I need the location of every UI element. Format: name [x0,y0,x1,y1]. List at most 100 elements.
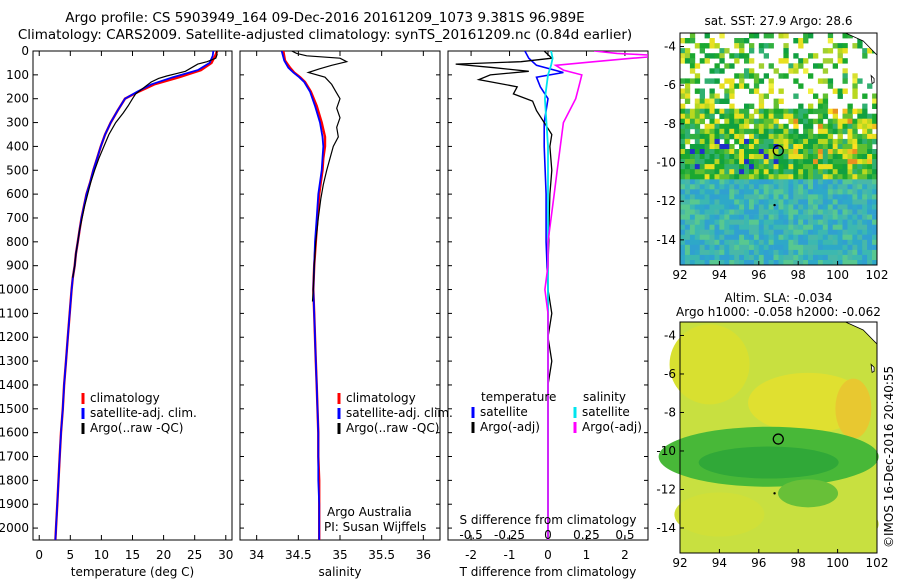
sst-cell [749,138,755,145]
sla-high-anomaly [835,378,872,439]
sst-cell [837,249,843,256]
sst-cell [857,219,863,225]
sst-cell [798,174,804,180]
sst-cell [689,68,696,74]
salinity-profile-xtick-label: 35 [332,548,347,562]
sst-cell [694,73,701,79]
sst-cell [847,199,853,205]
sst-cell [749,88,755,94]
sla-high-anomaly [669,324,750,405]
sst-cell [872,133,878,140]
sst-cell [749,43,755,49]
sst-cell [867,204,873,210]
sst-cell [852,154,858,160]
sst-cell [704,58,710,64]
sst-cell [719,149,725,155]
sst-cell [734,179,740,185]
sst-cell [699,249,705,256]
sst-cell [694,88,701,94]
sst-cell [822,164,829,170]
depth-tick-label: 1100 [0,306,29,320]
sst-cell [827,169,834,175]
sst-cell [827,254,834,261]
sst-cell [827,108,834,115]
sst-cell [763,43,769,49]
sst-cell [768,133,774,140]
sst-cell [768,138,774,145]
sst-cell [773,254,779,261]
sst-cell [867,48,873,54]
sst-cell [699,113,705,120]
sst-cell [832,254,838,261]
sst-cell [709,93,715,99]
sst-cell [768,63,774,69]
sla-map-subtitle: Argo h1000: -0.058 h2000: -0.062 [676,305,881,319]
sst-cell [773,164,779,170]
sst-cell [729,224,735,231]
sst-cell [837,149,843,155]
sst-cell [749,73,755,79]
sst-cell [689,159,696,165]
sst-cell [817,164,824,170]
sst-cell [709,138,715,145]
sst-cell [827,219,834,225]
sst-cell [817,108,824,115]
sst-cell [857,189,863,195]
sst-cell [724,179,730,185]
depth-tick-label: 400 [6,139,29,153]
sst-cell [867,118,873,125]
sst-cell [832,88,838,94]
sst-cell [837,43,843,49]
temperature-profile-xtick-label: 25 [187,548,202,562]
sst-cell [758,179,765,185]
sst-cell [763,179,769,185]
sst-cell [758,123,765,130]
sst-map-ytick-label: -10 [656,156,676,170]
sst-cell [729,113,735,120]
sst-cell [788,108,794,115]
sst-cell [803,169,809,175]
diff-s-tick-label: -0.5 [459,528,482,542]
sst-cell [729,234,735,241]
sst-cell [704,199,710,205]
sst-cell [699,159,705,165]
sst-cell [837,179,843,185]
sst-cell [803,149,809,155]
sst-cell [719,189,725,195]
sst-cell [684,113,691,120]
sst-cell [709,113,715,120]
sst-cell [773,128,779,135]
sst-cell [689,254,696,261]
sst-cell [704,239,710,246]
sst-cell [680,249,686,256]
sst-cell [872,118,878,125]
sst-cell [729,103,735,109]
sst-cell [817,154,824,160]
sst-cell [734,128,740,135]
sst-cell [862,179,868,185]
sst-cell [872,209,878,215]
sst-cell [734,53,740,59]
sst-cell [684,138,691,145]
sst-cell [798,184,804,190]
sst-cell [763,164,769,170]
sla-map-frame [679,321,878,554]
sst-cell [847,108,853,115]
sst-cell [758,194,765,200]
sst-cell [699,219,705,225]
sst-cell [852,144,858,150]
sst-cell [872,179,878,185]
sst-cell [758,93,765,99]
sst-cell [867,229,873,236]
sst-cell [803,159,809,165]
sst-cell [739,214,745,220]
sst-cell [724,204,730,210]
sst-cell [753,138,760,145]
sst-cell [813,224,819,231]
sst-cell [788,214,794,220]
sst-cell [719,58,725,64]
sst-cell [827,149,834,155]
salinity-profile-xtick-label: 34.5 [285,548,312,562]
sst-cell [788,194,794,200]
sst-cell [803,199,809,205]
